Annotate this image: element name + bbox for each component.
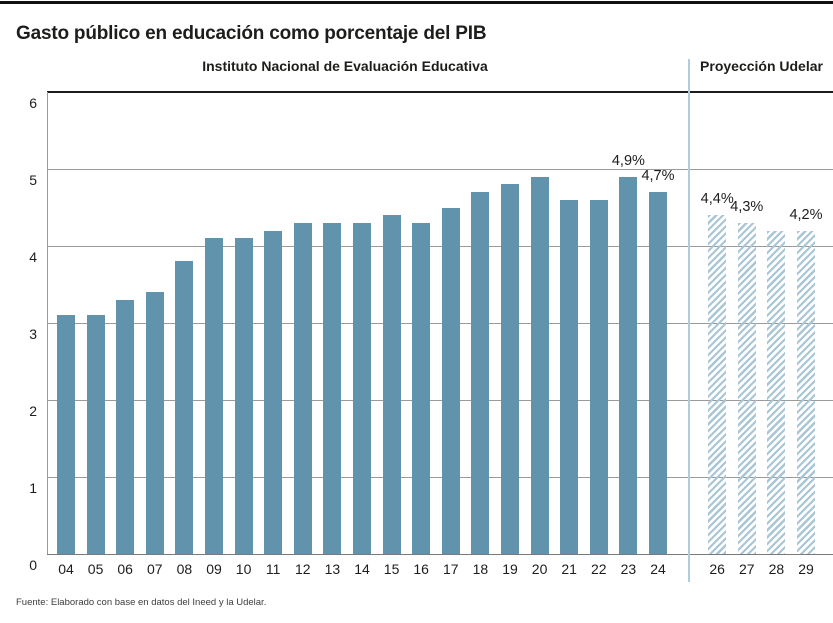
x-tick-label-10: 10	[235, 561, 252, 577]
bar-19	[501, 184, 519, 554]
y-tick-label-1: 1	[29, 480, 37, 496]
x-tick-label-16: 16	[413, 561, 429, 577]
data-label-26: 4,4%	[700, 191, 734, 208]
bar-14	[353, 222, 371, 554]
x-tick-label-04: 04	[58, 561, 74, 577]
bar-23	[619, 176, 638, 554]
x-tick-label-28: 28	[768, 561, 785, 577]
x-tick-label-19: 19	[502, 561, 518, 577]
x-tick-label-15: 15	[383, 561, 400, 577]
gridline-1	[47, 476, 833, 478]
x-tick-label-12: 12	[295, 561, 311, 577]
x-tick-label-08: 08	[176, 561, 193, 577]
bar-12	[293, 222, 312, 554]
bar-27	[737, 222, 756, 554]
x-tick-label-27: 27	[739, 561, 755, 577]
bar-09	[205, 238, 223, 554]
bar-04	[57, 315, 75, 554]
bar-29	[797, 230, 815, 554]
section-header-left: Instituto Nacional de Evaluación Educati…	[202, 58, 488, 74]
x-tick-label-09: 09	[206, 561, 222, 577]
gridline-2	[47, 399, 833, 401]
bar-13	[323, 222, 342, 554]
x-tick-label-29: 29	[798, 561, 814, 577]
bar-07	[145, 292, 164, 554]
x-tick-label-24: 24	[650, 561, 666, 577]
bar-10	[234, 238, 253, 554]
bar-21	[560, 199, 579, 554]
x-tick-label-20: 20	[531, 561, 548, 577]
x-tick-label-05: 05	[87, 561, 104, 577]
page-title: Gasto público en educación como porcenta…	[16, 22, 487, 44]
gridline-3	[47, 322, 833, 324]
bar-28	[767, 230, 786, 554]
gridline-0	[47, 553, 833, 555]
x-tick-label-06: 06	[117, 561, 133, 577]
gridline-5	[47, 168, 833, 170]
bar-22	[589, 199, 608, 554]
top-rule	[0, 1, 833, 4]
x-tick-label-17: 17	[443, 561, 459, 577]
x-tick-label-23: 23	[620, 561, 637, 577]
bar-11	[264, 230, 283, 554]
bar-08	[175, 261, 194, 554]
x-tick-label-07: 07	[147, 561, 163, 577]
plot-top-line	[47, 90, 833, 93]
section-separator-line	[688, 59, 690, 582]
section-header-right: Proyección Udelar	[700, 58, 823, 74]
x-tick-label-26: 26	[709, 561, 725, 577]
y-tick-label-6: 6	[29, 95, 37, 111]
bar-18	[471, 192, 490, 554]
bar-17	[441, 207, 460, 554]
y-tick-label-2: 2	[29, 403, 37, 419]
bar-16	[412, 222, 431, 554]
x-tick-label-18: 18	[472, 561, 489, 577]
x-tick-label-11: 11	[265, 561, 281, 577]
bar-15	[382, 215, 401, 554]
data-label-27: 4,3%	[730, 198, 764, 215]
bar-20	[530, 176, 549, 554]
x-tick-label-14: 14	[354, 561, 370, 577]
data-label-29: 4,2%	[789, 206, 823, 223]
bar-24	[649, 192, 667, 554]
data-label-23: 4,9%	[611, 152, 645, 169]
y-tick-label-3: 3	[29, 326, 37, 342]
y-tick-label-0: 0	[29, 557, 37, 573]
y-tick-label-4: 4	[29, 249, 37, 265]
x-tick-label-22: 22	[591, 561, 607, 577]
x-tick-label-21: 21	[561, 561, 577, 577]
y-tick-label-5: 5	[29, 172, 37, 188]
source-note: Fuente: Elaborado con base en datos del …	[16, 597, 267, 608]
bar-26	[708, 215, 727, 554]
x-tick-label-13: 13	[324, 561, 341, 577]
bar-06	[116, 299, 135, 554]
gridline-4	[47, 245, 833, 247]
bar-05	[86, 315, 105, 554]
data-label-24: 4,7%	[641, 168, 675, 185]
